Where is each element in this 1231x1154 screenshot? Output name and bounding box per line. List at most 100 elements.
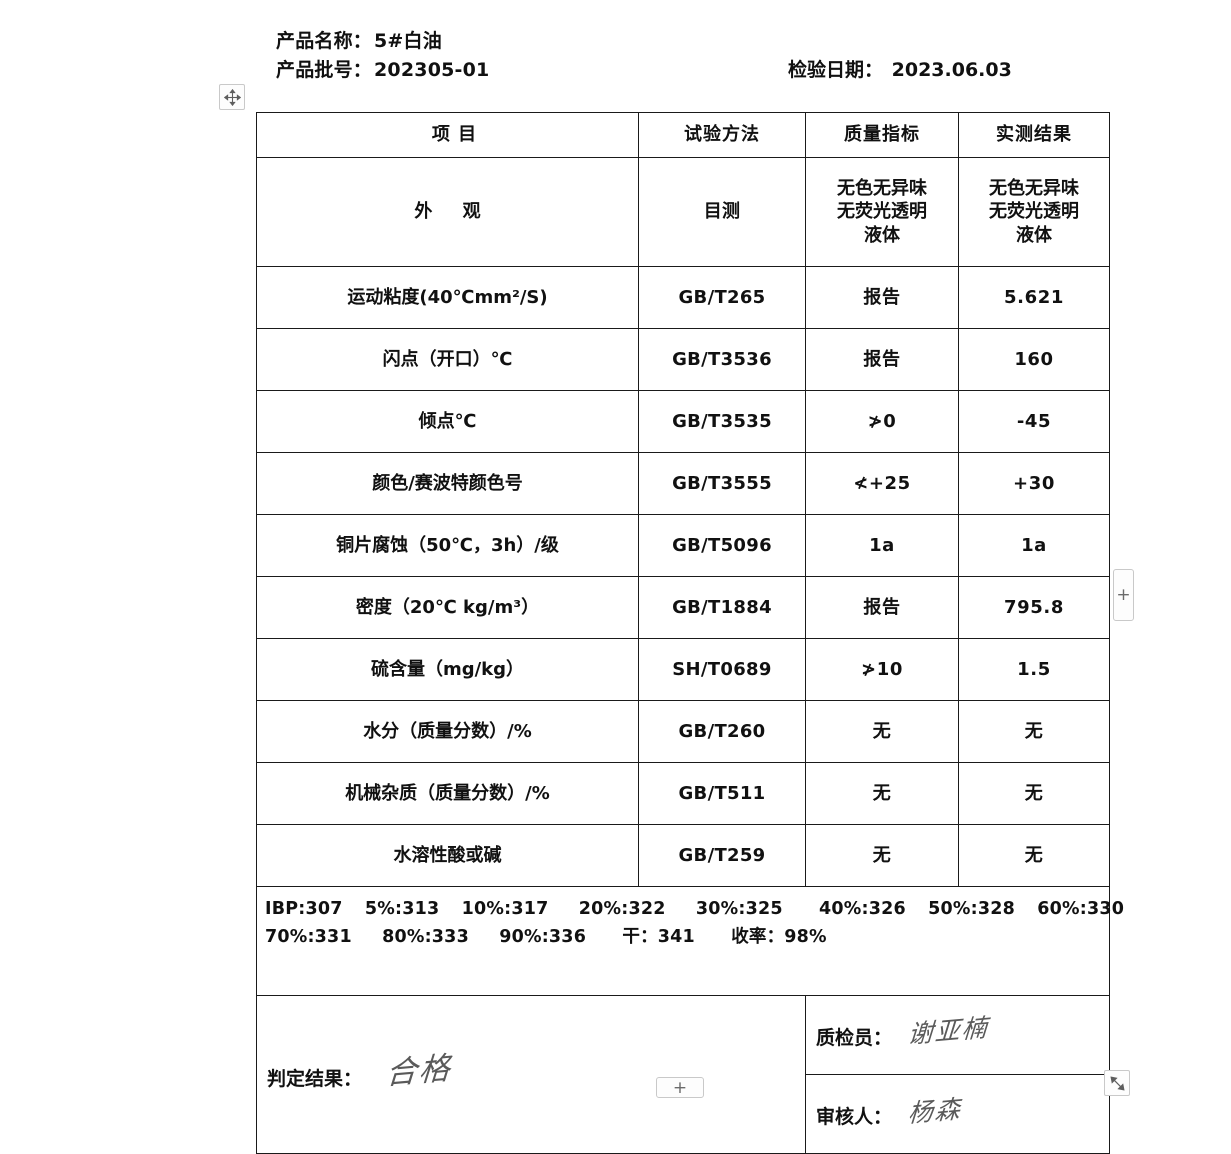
distillation-70pct: 70%:331 (265, 927, 352, 948)
table-resize-handle[interactable] (1104, 1070, 1130, 1096)
column-header-result: 实测结果 (958, 112, 1110, 158)
distillation-50pct: 50%:328 (928, 899, 1015, 919)
item-name-water-soluble-acid-alkali: 水溶性酸或碱 (256, 824, 639, 887)
item-name-pour-point: 倾点℃ (256, 390, 639, 453)
verdict-label: 判定结果： (267, 1067, 363, 1090)
spec-water-soluble-acid-alkali: 无 (805, 824, 959, 887)
batch-number-value: 202305-01 (374, 59, 490, 81)
item-name-copper-corrosion: 铜片腐蚀（50℃，3h）/级 (256, 514, 639, 577)
inspector-cell[interactable]: 质检员： 谢亚楠 (805, 995, 1110, 1075)
item-name-sulfur-content: 硫含量（mg/kg） (256, 638, 639, 701)
item-name-appearance: 外 观 (256, 157, 639, 267)
method-water-content: GB/T260 (638, 700, 806, 763)
table-row[interactable]: 机械杂质（质量分数）/% GB/T511 无 无 (256, 762, 1110, 825)
table-header-row: 项 目 试验方法 质量指标 实测结果 (256, 112, 1110, 158)
method-saybolt-color: GB/T3555 (638, 452, 806, 515)
move-arrows-icon (223, 88, 241, 106)
spec-density: 报告 (805, 576, 959, 639)
table-row[interactable]: 外 观 目测 无色无异味 无荧光透明 液体 无色无异味 无荧光透明 液体 (256, 157, 1110, 267)
reviewer-signature: 杨森 (907, 1094, 964, 1129)
inspector-signature: 谢亚楠 (907, 1012, 991, 1050)
distillation-30pct: 30%:325 (695, 899, 783, 919)
distillation-line-1: IBP:307 5%:313 10%:317 20%:322 30%:325 4… (265, 895, 1124, 923)
distillation-yield: 收率：98% (731, 927, 827, 948)
distillation-10pct: 10%:317 (461, 899, 549, 919)
table-row[interactable]: 颜色/赛波特颜色号 GB/T3555 ≮+25 +30 (256, 452, 1110, 515)
table-row[interactable]: 水分（质量分数）/% GB/T260 无 无 (256, 700, 1110, 763)
result-sulfur-content: 1.5 (958, 638, 1110, 701)
result-appearance-line-2: 无荧光透明 (989, 201, 1079, 223)
item-name-viscosity: 运动粘度(40℃mm²/S) (256, 266, 639, 329)
batch-number-line: 产品批号： 202305-01 (276, 55, 1126, 84)
distillation-data-cell: IBP:307 5%:313 10%:317 20%:322 30%:325 4… (256, 886, 1124, 996)
product-name-label: 产品名称： (276, 30, 373, 52)
inspect-date-line: 检验日期： 2023.06.03 (788, 55, 1012, 82)
spec-appearance-line-3: 液体 (864, 224, 900, 246)
insert-row-handle[interactable]: + (656, 1077, 704, 1098)
result-appearance: 无色无异味 无荧光透明 液体 (958, 157, 1110, 267)
item-name-density: 密度（20℃ kg/m³） (256, 576, 639, 639)
inspect-date-value: 2023.06.03 (891, 59, 1012, 81)
table-row[interactable]: 铜片腐蚀（50℃，3h）/级 GB/T5096 1a 1a (256, 514, 1110, 577)
batch-number-label: 产品批号： (276, 59, 373, 81)
table-move-handle[interactable] (219, 84, 245, 110)
spec-flash-point: 报告 (805, 328, 959, 391)
table-row[interactable]: 水溶性酸或碱 GB/T259 无 无 (256, 824, 1110, 887)
result-viscosity: 5.621 (958, 266, 1110, 329)
method-appearance: 目测 (638, 157, 806, 267)
distillation-60pct: 60%:330 (1037, 899, 1125, 919)
result-pour-point: -45 (958, 390, 1110, 453)
distillation-80pct: 80%:333 (382, 927, 469, 948)
method-mechanical-impurities: GB/T511 (638, 762, 806, 825)
plus-icon: + (672, 1077, 688, 1098)
insert-column-handle[interactable]: + (1113, 569, 1134, 621)
spec-copper-corrosion: 1a (805, 514, 959, 577)
distillation-ibp: IBP:307 (265, 899, 343, 919)
distillation-5pct: 5%:313 (364, 899, 440, 919)
spec-viscosity: 报告 (805, 266, 959, 329)
table-row[interactable]: 密度（20℃ kg/m³） GB/T1884 报告 795.8 (256, 576, 1110, 639)
product-name-value: 5#白油 (374, 30, 442, 52)
method-sulfur-content: SH/T0689 (638, 638, 806, 701)
method-flash-point: GB/T3536 (638, 328, 806, 391)
column-header-spec: 质量指标 (805, 112, 959, 158)
inspect-date-label: 检验日期： (788, 59, 884, 81)
reviewer-cell[interactable]: 审核人： 杨森 (805, 1074, 1110, 1154)
spec-water-content: 无 (805, 700, 959, 763)
item-name-flash-point: 闪点（开口）℃ (256, 328, 639, 391)
spec-saybolt-color: ≮+25 (805, 452, 959, 515)
method-pour-point: GB/T3535 (638, 390, 806, 453)
result-appearance-line-3: 液体 (1016, 224, 1052, 246)
spec-sulfur-content: ≯10 (805, 638, 959, 701)
inspection-report-table[interactable]: 项 目 试验方法 质量指标 实测结果 外 观 目测 无色无异味 无荧光透明 液体… (256, 112, 1124, 1154)
distillation-90pct: 90%:336 (499, 927, 587, 948)
table-row-distillation[interactable]: IBP:307 5%:313 10%:317 20%:322 30%:325 4… (256, 886, 1124, 996)
method-water-soluble-acid-alkali: GB/T259 (638, 824, 806, 887)
item-name-water-content: 水分（质量分数）/% (256, 700, 639, 763)
plus-icon: + (1116, 585, 1131, 605)
method-copper-corrosion: GB/T5096 (638, 514, 806, 577)
method-viscosity: GB/T265 (638, 266, 806, 329)
verdict-cell[interactable]: 判定结果： 合格 (256, 995, 806, 1154)
result-water-content: 无 (958, 700, 1110, 763)
result-copper-corrosion: 1a (958, 514, 1110, 577)
table-row[interactable]: 硫含量（mg/kg） SH/T0689 ≯10 1.5 (256, 638, 1110, 701)
result-saybolt-color: +30 (958, 452, 1110, 515)
result-water-soluble-acid-alkali: 无 (958, 824, 1110, 887)
table-row[interactable]: 倾点℃ GB/T3535 ≯0 -45 (256, 390, 1110, 453)
result-density: 795.8 (958, 576, 1110, 639)
column-header-item: 项 目 (256, 112, 639, 158)
distillation-40pct: 40%:326 (819, 899, 906, 919)
result-mechanical-impurities: 无 (958, 762, 1110, 825)
inspector-label: 质检员： (816, 1026, 893, 1049)
table-row-verdict[interactable]: 判定结果： 合格 质检员： 谢亚楠 (256, 995, 1110, 1154)
result-flash-point: 160 (958, 328, 1110, 391)
document-header: 产品名称： 5#白油 产品批号： 202305-01 检验日期： 2023.06… (276, 26, 1126, 84)
table-row[interactable]: 运动粘度(40℃mm²/S) GB/T265 报告 5.621 (256, 266, 1110, 329)
spec-appearance-line-2: 无荧光透明 (837, 201, 927, 223)
method-density: GB/T1884 (638, 576, 806, 639)
distillation-line-2: 70%:331 80%:333 90%:336 干：341 收率：98% (265, 923, 1103, 951)
table-row[interactable]: 闪点（开口）℃ GB/T3536 报告 160 (256, 328, 1110, 391)
spec-appearance: 无色无异味 无荧光透明 液体 (805, 157, 959, 267)
spec-mechanical-impurities: 无 (805, 762, 959, 825)
